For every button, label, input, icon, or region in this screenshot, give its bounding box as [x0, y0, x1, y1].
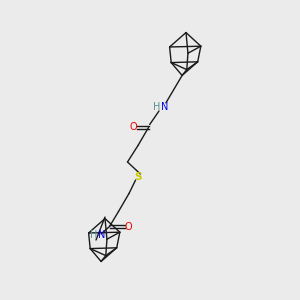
Text: S: S: [134, 172, 142, 182]
Text: N: N: [98, 230, 106, 241]
Text: O: O: [124, 221, 132, 232]
Text: N: N: [161, 101, 169, 112]
Text: H: H: [152, 101, 160, 112]
Text: H: H: [89, 230, 97, 241]
Text: O: O: [129, 122, 137, 133]
